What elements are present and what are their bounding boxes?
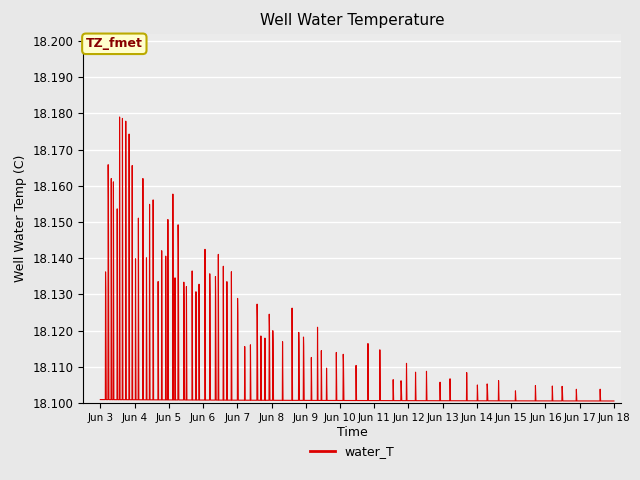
X-axis label: Time: Time: [337, 426, 367, 439]
Y-axis label: Well Water Temp (C): Well Water Temp (C): [14, 155, 27, 282]
Legend: water_T: water_T: [305, 441, 399, 464]
Text: TZ_fmet: TZ_fmet: [86, 37, 143, 50]
Title: Well Water Temperature: Well Water Temperature: [260, 13, 444, 28]
